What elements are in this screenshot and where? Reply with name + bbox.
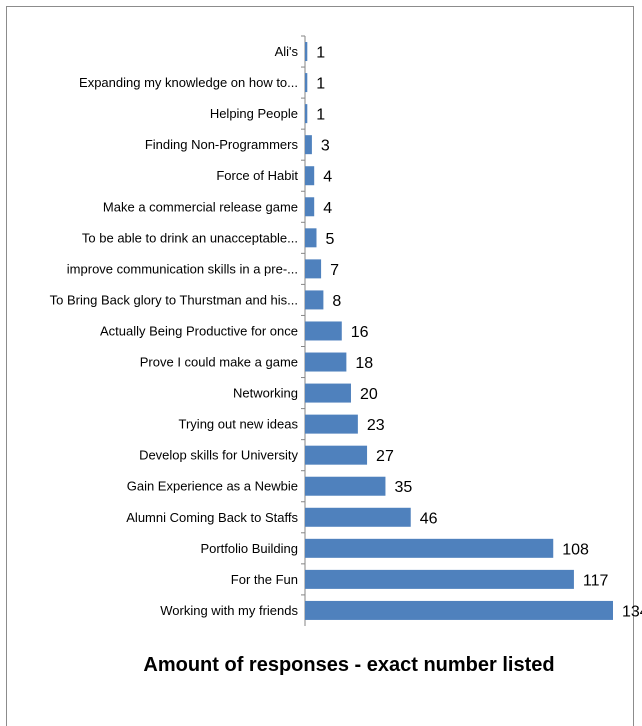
bar bbox=[305, 569, 574, 589]
data-label: 16 bbox=[351, 324, 369, 341]
data-label: 4 bbox=[323, 200, 332, 217]
bar bbox=[305, 290, 324, 310]
data-label: 20 bbox=[360, 386, 378, 403]
category-label: Prove I could make a game bbox=[140, 355, 298, 370]
data-label: 108 bbox=[562, 541, 589, 558]
data-label: 5 bbox=[325, 231, 334, 248]
data-label: 1 bbox=[316, 76, 325, 93]
bar bbox=[305, 414, 358, 434]
category-axis bbox=[301, 35, 306, 626]
category-label: To be able to drink an unacceptable... bbox=[82, 230, 298, 245]
chart-title: Amount of responses - exact number liste… bbox=[143, 654, 554, 676]
data-label: 3 bbox=[321, 138, 330, 155]
bar bbox=[305, 383, 351, 403]
labels: Ali's 1 Expanding my knowledge on how to..… bbox=[50, 44, 642, 620]
bar bbox=[305, 321, 342, 341]
bar bbox=[305, 228, 317, 248]
data-label: 117 bbox=[583, 572, 609, 589]
bar bbox=[305, 259, 322, 279]
bar bbox=[305, 166, 315, 186]
category-label: Working with my friends bbox=[160, 603, 298, 618]
category-label: Ali's bbox=[275, 44, 299, 59]
category-label: Actually Being Productive for once bbox=[100, 323, 298, 338]
bar bbox=[305, 135, 312, 155]
bars bbox=[305, 42, 613, 620]
bar bbox=[305, 197, 315, 217]
category-label: Helping People bbox=[210, 106, 298, 121]
data-label: 1 bbox=[316, 107, 325, 124]
bar bbox=[305, 42, 308, 62]
category-label: Expanding my knowledge on how to... bbox=[79, 75, 298, 90]
data-label: 46 bbox=[420, 510, 438, 527]
category-label: Make a commercial release game bbox=[103, 199, 298, 214]
category-label: Trying out new ideas bbox=[179, 417, 299, 432]
bar bbox=[305, 73, 308, 93]
category-label: Force of Habit bbox=[216, 168, 298, 183]
category-label: improve communication skills in a pre-..… bbox=[67, 261, 298, 276]
bar bbox=[305, 507, 411, 527]
data-label: 4 bbox=[323, 169, 332, 186]
category-label: Networking bbox=[233, 386, 298, 401]
data-label: 27 bbox=[376, 448, 394, 465]
category-label: Gain Experience as a Newbie bbox=[127, 479, 298, 494]
bar bbox=[305, 600, 613, 620]
bar bbox=[305, 104, 308, 124]
category-label: Finding Non-Programmers bbox=[145, 137, 299, 152]
category-label: Portfolio Building bbox=[200, 541, 298, 556]
category-label: Develop skills for University bbox=[139, 448, 298, 463]
category-label: For the Fun bbox=[231, 572, 298, 587]
data-label: 18 bbox=[355, 355, 373, 372]
data-label: 134 bbox=[622, 603, 642, 620]
category-label: Alumni Coming Back to Staffs bbox=[126, 510, 298, 525]
data-label: 8 bbox=[332, 293, 341, 310]
data-label: 23 bbox=[367, 417, 385, 434]
data-label: 7 bbox=[330, 262, 339, 279]
bar bbox=[305, 538, 554, 558]
bar bbox=[305, 476, 386, 496]
bar-chart: Ali's 1 Expanding my knowledge on how to..… bbox=[50, 35, 642, 676]
category-label: To Bring Back glory to Thurstman and his… bbox=[50, 292, 298, 307]
bar bbox=[305, 352, 347, 372]
data-label: 1 bbox=[316, 45, 325, 62]
bar bbox=[305, 445, 368, 465]
data-label: 35 bbox=[394, 479, 412, 496]
